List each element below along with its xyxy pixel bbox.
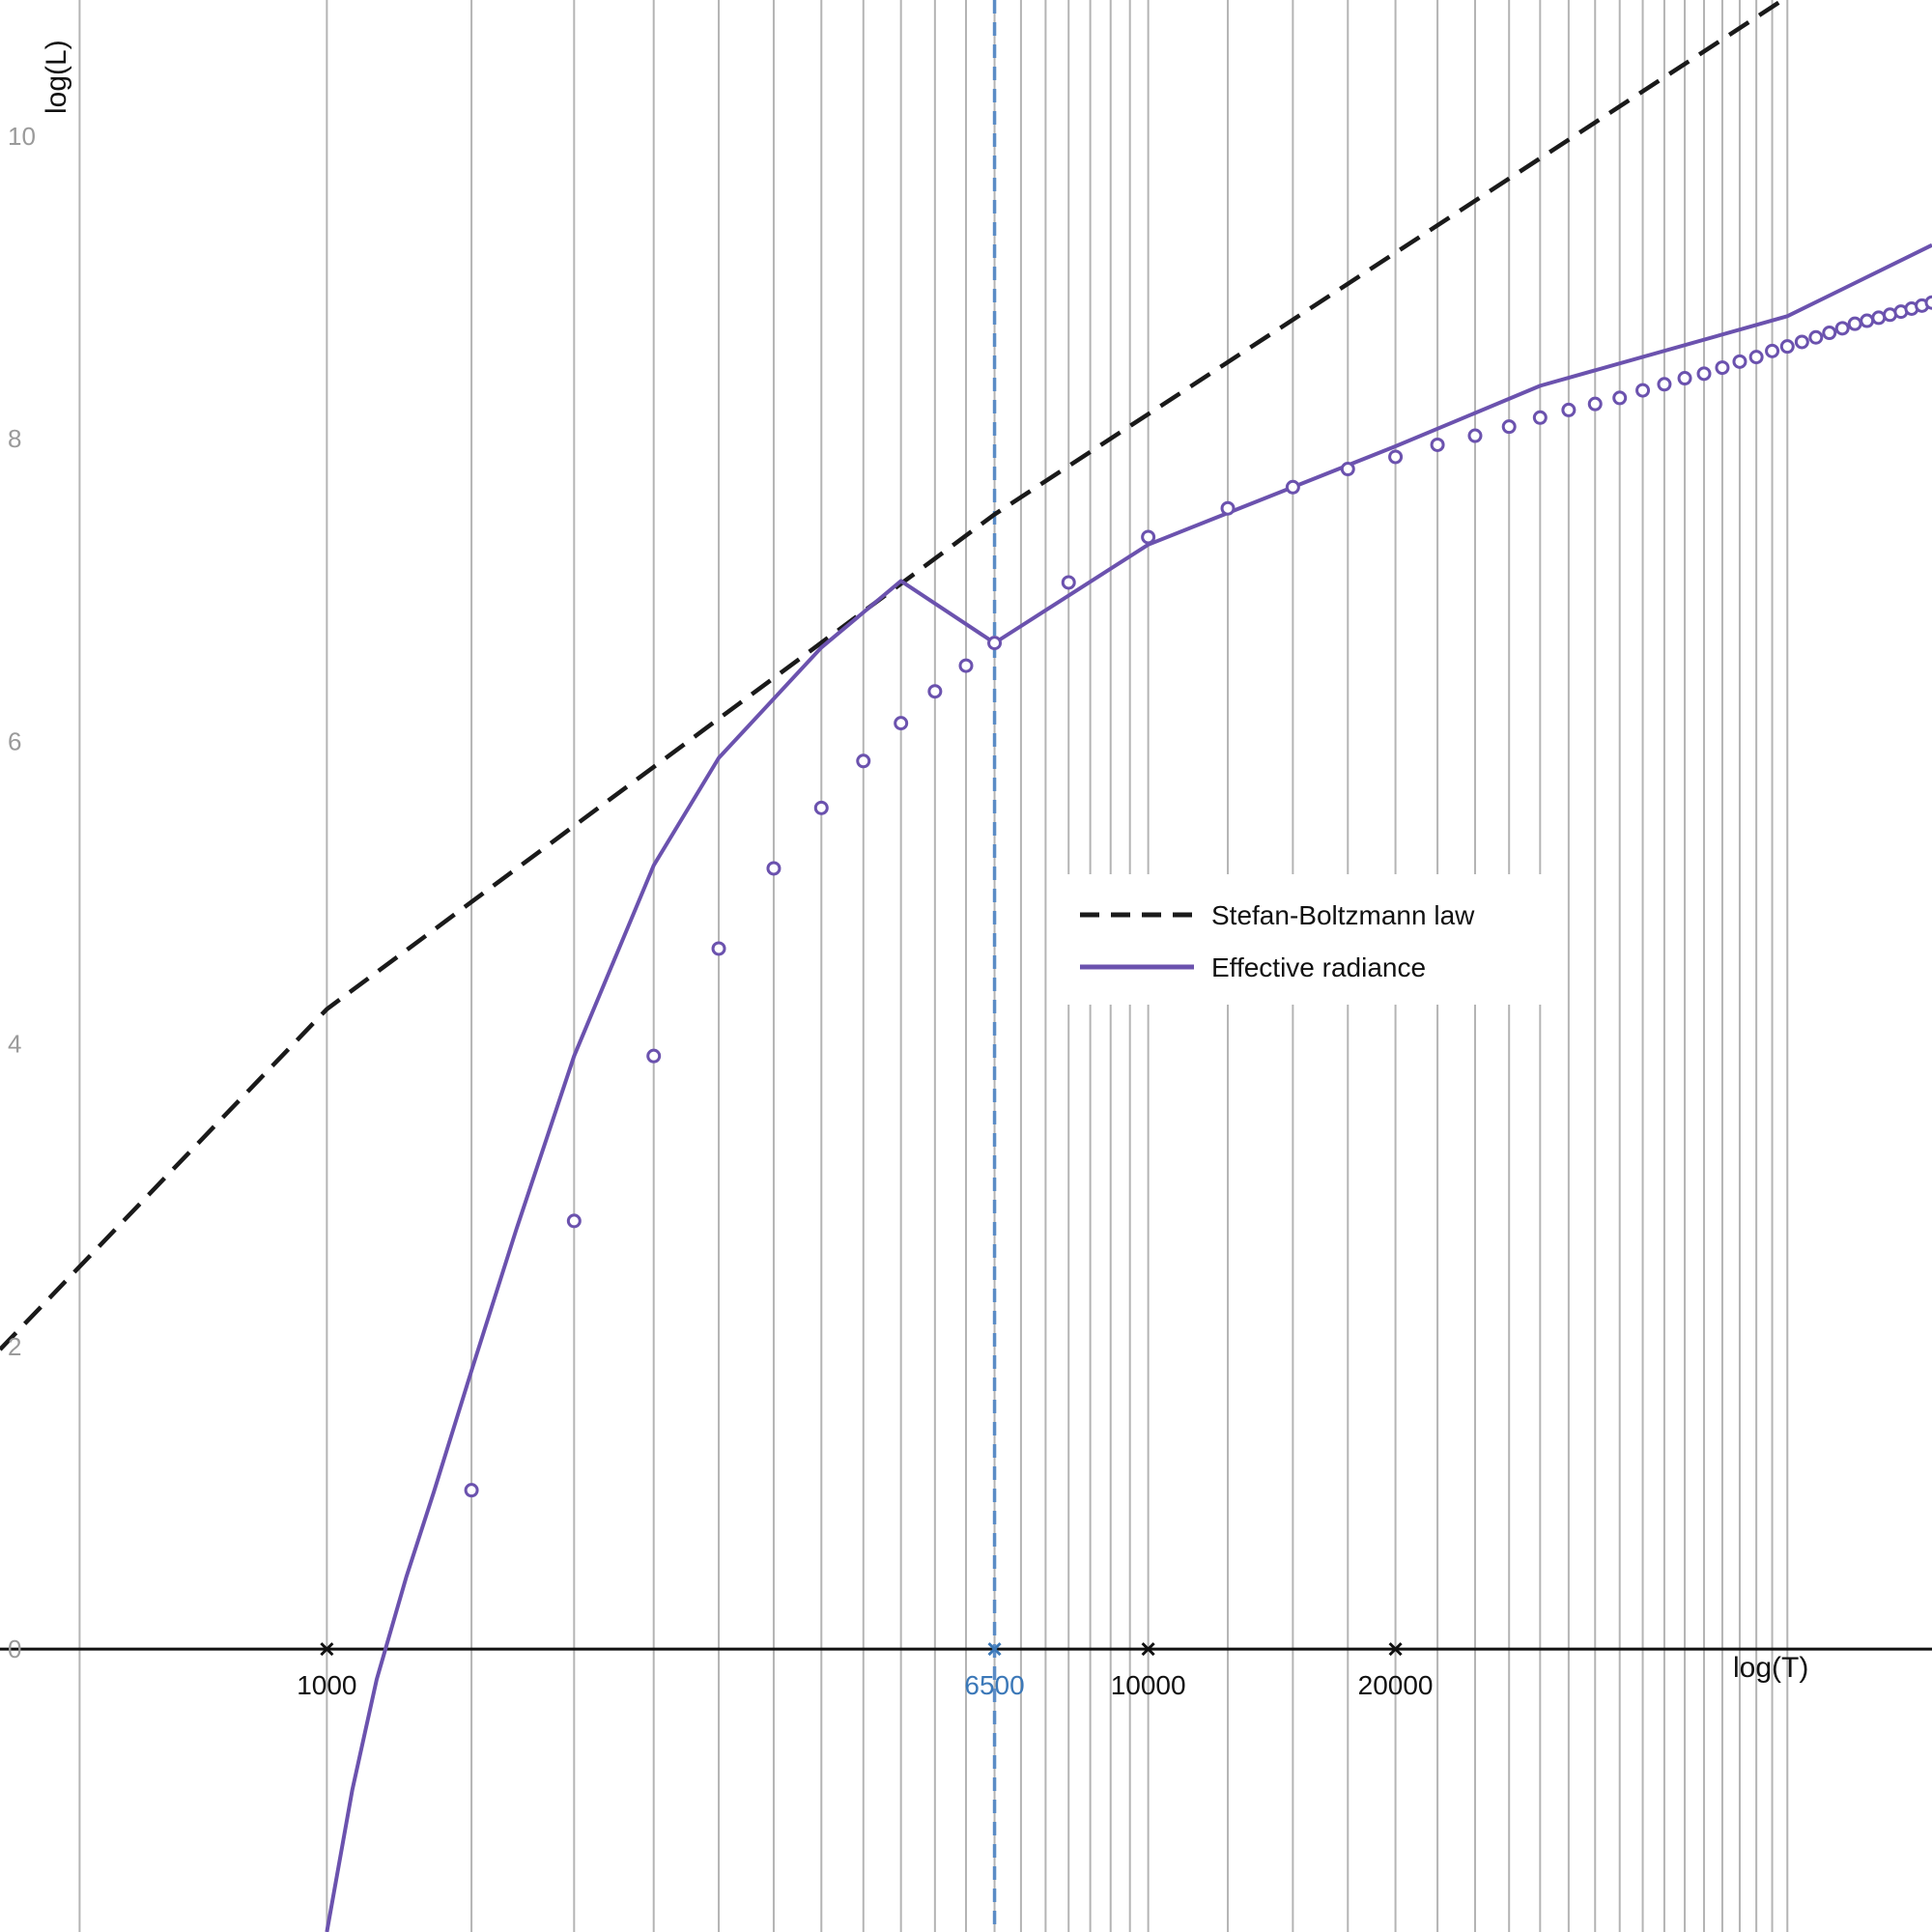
data-point [1732,354,1747,369]
data-point [1808,329,1824,345]
data-point [958,658,974,673]
y-axis-title: log(L) [41,40,72,114]
data-point [1220,500,1236,516]
data-point [1612,390,1628,406]
data-point [1715,360,1730,376]
data-point [894,716,909,731]
data-point [1285,479,1300,495]
legend-background [1056,874,1558,1005]
data-point [1765,343,1780,358]
data-point [766,861,781,876]
series-line-stefan-boltzmann [0,0,1787,1351]
legend-label-stefan-boltzmann: Stefan-Boltzmann law [1211,900,1475,930]
data-point [813,800,829,815]
data-point [1388,449,1404,465]
tick-labels: 1000 6500 10000 20000 0 2 4 6 8 10 [8,122,1434,1700]
data-point [1677,371,1692,386]
data-point [1467,428,1483,443]
y-tick-label: 8 [8,424,21,453]
data-point [1501,419,1517,435]
data-point [1860,313,1875,328]
data-point [1834,321,1850,336]
data-point [464,1483,479,1498]
data-point [1847,316,1862,331]
data-point [1822,326,1837,341]
series-line-effective-radiance [325,242,1932,1932]
y-tick-label: 4 [8,1030,21,1059]
x-tick-label: 1000 [297,1670,356,1700]
data-point [1430,437,1445,452]
data-point [646,1048,662,1064]
x-tick-mark [1388,1642,1403,1657]
x-tick-label: 10000 [1111,1670,1186,1700]
data-point [987,636,1003,651]
data-point [1924,295,1932,310]
x-tick-mark [1141,1642,1155,1657]
x-tick-mark [987,1642,1002,1657]
legend: Stefan-Boltzmann law Effective radiance [1056,874,1558,1005]
data-point [1561,402,1577,417]
data-point [711,941,726,956]
data-point [1696,366,1712,382]
y-tick-label: 10 [8,122,36,151]
data-point [1532,410,1548,425]
data-point [1748,350,1764,365]
x-axis-title: log(T) [1733,1652,1808,1684]
data-point [1635,383,1651,398]
data-point [1779,339,1795,355]
y-tick-label: 2 [8,1332,21,1361]
data-point [856,753,871,769]
data-point [566,1213,582,1229]
data-point [1871,310,1887,326]
data-point [1340,462,1355,477]
x-tick-label: 6500 [964,1670,1024,1700]
y-tick-label: 0 [8,1634,21,1663]
y-tick-label: 6 [8,726,21,755]
x-tick-label: 20000 [1358,1670,1434,1700]
x-tick-mark [320,1642,334,1657]
data-point [1587,396,1603,412]
data-point [927,684,943,699]
legend-label-effective-radiance: Effective radiance [1211,952,1426,982]
data-point [1061,575,1076,590]
data-point [1141,529,1156,545]
data-point [1794,334,1809,350]
data-point [1657,377,1672,392]
